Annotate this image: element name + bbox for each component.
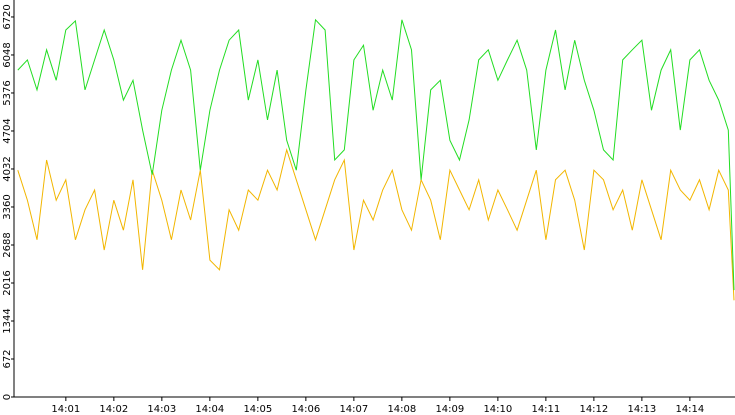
x-tick-label: 14:14 [675,404,704,415]
y-tick-label: 672 [2,349,13,368]
y-tick-label: 4032 [2,156,13,181]
y-tick-label: 6048 [2,42,13,67]
x-tick-label: 14:04 [195,404,224,415]
x-tick-label: 14:01 [51,404,80,415]
x-tick-label: 14:12 [579,404,608,415]
x-tick-label: 14:13 [627,404,656,415]
y-tick-label: 1344 [2,308,13,333]
y-tick-label: 3360 [2,194,13,219]
x-tick-label: 14:08 [387,404,416,415]
x-tick-label: 14:09 [435,404,464,415]
x-tick-label: 14:11 [531,404,560,415]
y-tick-label: 2016 [2,270,13,295]
data-line [17,148,735,301]
x-tick-label: 14:05 [243,404,272,415]
y-tick-label: 6720 [2,4,13,29]
y-tick-label: 4704 [2,118,13,143]
x-tick-label: 14:06 [291,404,320,415]
x-tick-label: 14:10 [483,404,512,415]
x-tick-label: 14:02 [99,404,128,415]
y-tick-label: 2688 [2,232,13,257]
x-tick-label: 14:07 [339,404,368,415]
data-line [17,18,735,291]
x-tick-label: 14:03 [147,404,176,415]
y-tick-label: 5376 [2,80,13,105]
y-tick-label: 0 [2,394,13,400]
